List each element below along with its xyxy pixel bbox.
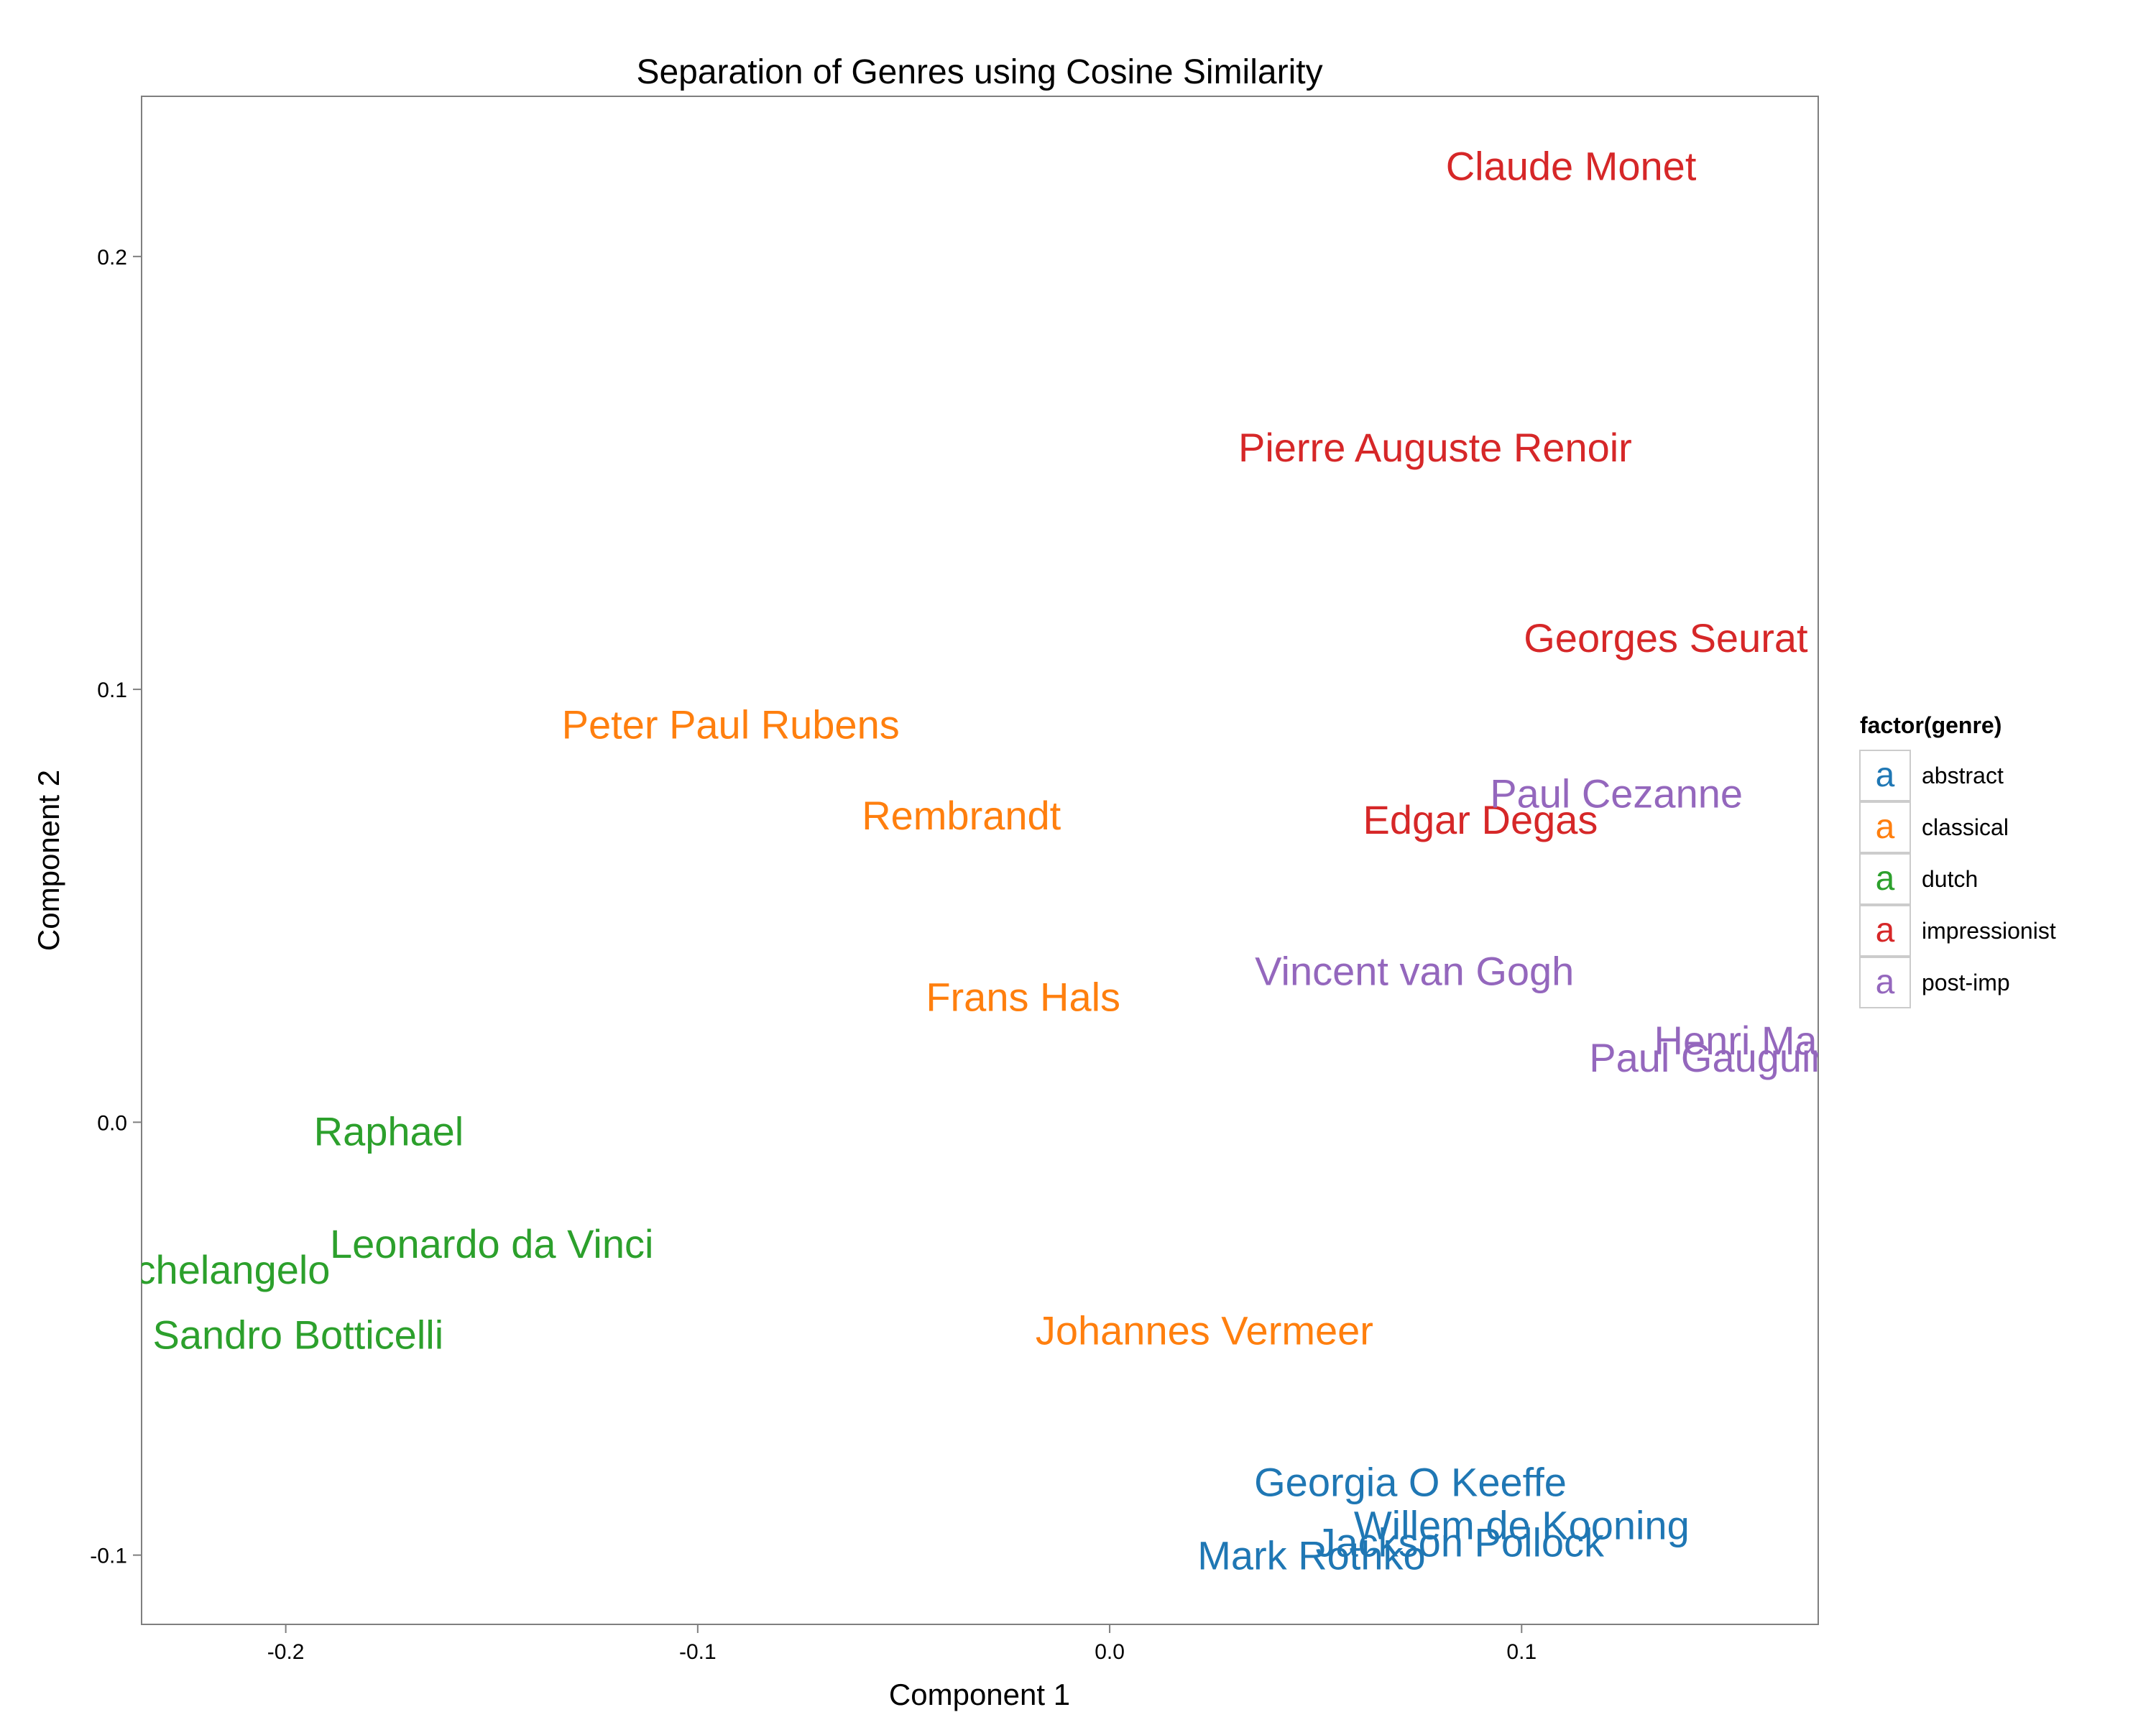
point-label: Georges Seurat <box>1524 615 1808 661</box>
legend-label: abstract <box>1922 763 2004 788</box>
point-label: Sandro Botticelli <box>152 1312 443 1357</box>
legend-glyph: a <box>1876 911 1895 949</box>
legend-title: factor(genre) <box>1860 712 2001 738</box>
point-label: Paul Gauguin <box>1589 1035 1833 1080</box>
legend-key <box>1859 905 1911 957</box>
point-label: Michelangelo <box>93 1247 330 1292</box>
legend-label: classical <box>1922 814 2009 840</box>
y-axis-title: Component 2 <box>32 770 65 951</box>
point-label: Claude Monet <box>1446 143 1697 188</box>
y-axis: -0.1 0.0 0.1 0.2 <box>90 246 142 1568</box>
legend-glyph: a <box>1876 756 1895 794</box>
x-axis: -0.2 -0.1 0.0 0.1 <box>267 1624 1537 1664</box>
legend-item-dutch: a dutch <box>1859 853 1978 905</box>
legend-label: post-imp <box>1922 970 2010 995</box>
legend-key <box>1859 957 1911 1008</box>
point-label: Pierre Auguste Renoir <box>1238 425 1632 470</box>
point-labels: Claude Monet Pierre Auguste Renoir Georges… <box>93 143 1900 1578</box>
legend-label: impressionist <box>1922 918 2056 944</box>
legend-key <box>1859 853 1911 905</box>
point-label: Raphael <box>314 1108 464 1154</box>
y-tick-label: 0.2 <box>97 246 127 270</box>
legend-glyph: a <box>1876 963 1895 1001</box>
legend-key <box>1859 801 1911 853</box>
legend-item-classical: a classical <box>1859 801 2009 853</box>
x-tick-label: -0.1 <box>679 1640 717 1664</box>
point-label: Jackson Pollock <box>1316 1520 1606 1565</box>
point-label: Vincent van Gogh <box>1255 949 1574 994</box>
y-tick-label: 0.0 <box>97 1111 127 1135</box>
point-label: Georgia O Keeffe <box>1254 1459 1567 1504</box>
legend-item-abstract: a abstract <box>1859 750 2004 801</box>
point-label: Peter Paul Rubens <box>562 702 900 747</box>
x-axis-title: Component 1 <box>889 1678 1070 1711</box>
point-label: Mark Rothko <box>1197 1533 1425 1578</box>
point-label: Leonardo da Vinci <box>330 1221 653 1266</box>
x-tick-label: -0.2 <box>267 1640 305 1664</box>
point-label: Rembrandt <box>862 793 1061 838</box>
plot-panel <box>141 96 1819 1625</box>
point-label: Paul Cezanne <box>1490 771 1743 816</box>
x-tick-label: 0.1 <box>1506 1640 1537 1664</box>
y-tick-label: 0.1 <box>97 678 127 702</box>
point-label: Frans Hals <box>926 975 1120 1020</box>
legend-glyph: a <box>1876 808 1895 846</box>
x-tick-label: 0.0 <box>1095 1640 1125 1664</box>
point-label: Henri Matisse <box>1654 1018 1900 1063</box>
legend-glyph: a <box>1876 860 1895 898</box>
legend-item-impressionist: a impressionist <box>1859 905 2056 957</box>
point-label: Willem de Kooning <box>1354 1502 1690 1547</box>
chart-title: Separation of Genres using Cosine Simila… <box>636 53 1322 91</box>
legend-key <box>1859 750 1911 801</box>
point-label: Edgar Degas <box>1363 797 1598 842</box>
legend-label: dutch <box>1922 866 1978 892</box>
y-tick-label: -0.1 <box>90 1545 127 1568</box>
legend-item-post-imp: a post-imp <box>1859 957 2010 1008</box>
point-label: Johannes Vermeer <box>1036 1307 1373 1353</box>
